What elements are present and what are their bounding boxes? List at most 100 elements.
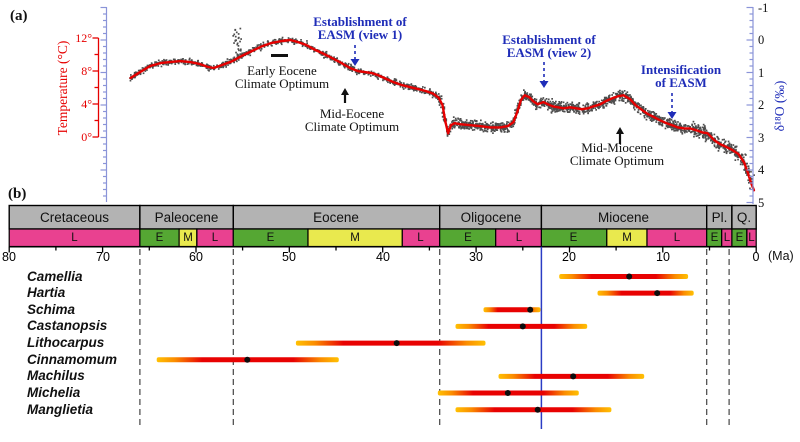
genus-label-Machilus: Machilus — [27, 368, 85, 383]
annotation-easm-view2-line2: EASM (view 2) — [506, 45, 592, 60]
temp-tick-label: 0° — [81, 130, 92, 144]
genus-label-Hartia: Hartia — [27, 285, 66, 300]
arrowhead-easm-intensification — [667, 112, 677, 119]
epoch-label: E — [155, 232, 164, 244]
genus-label-Manglietia: Manglietia — [27, 402, 94, 417]
ma-tick-label: 20 — [562, 250, 576, 264]
d18o-tick-label: 2 — [758, 98, 765, 112]
annotation-meco-line2: Climate Optimum — [304, 119, 400, 134]
ma-unit-label: (Ma) — [768, 249, 794, 263]
ma-tick-label: 80 — [2, 250, 16, 264]
annotation-mmco: Mid-Miocene Climate Optimum — [570, 141, 664, 167]
epoch-label: L — [417, 232, 424, 244]
period-label: Cretaceous — [39, 210, 110, 225]
period-label: Eocene — [313, 210, 359, 225]
d18o-axis-title: δ¹⁸O (‰) — [772, 80, 787, 132]
temperature-axis — [92, 37, 100, 138]
epoch-label: L — [723, 232, 731, 244]
annotation-mmco-line1: Mid-Miocene — [581, 140, 653, 155]
d18o-tick-label: 0 — [758, 33, 765, 47]
mean-age-dot-Hartia — [654, 290, 661, 297]
mean-age-dot-Lithocarpus — [393, 340, 400, 347]
epoch-label: E — [464, 232, 472, 244]
arrowhead-easm-view1 — [350, 59, 360, 66]
epoch-label: E — [735, 232, 744, 244]
period-label: Paleocene — [154, 210, 219, 225]
d18o-axis-left — [100, 6, 108, 202]
period-label: Oligocene — [460, 210, 522, 225]
mean-age-dot-Schima — [527, 306, 534, 313]
arrowhead-mmco — [616, 127, 624, 134]
divergence-bar-Camellia — [559, 274, 689, 279]
epoch-label: L — [515, 232, 523, 244]
d18o-tick-label: 1 — [758, 66, 765, 80]
arrowhead-meco — [341, 88, 349, 95]
d18o-tick-label: 4 — [758, 163, 765, 177]
temp-tick-label: 4° — [81, 97, 92, 111]
mean-age-dot-Castanopsis — [519, 323, 526, 330]
epoch-label: L — [748, 232, 755, 244]
annotation-meco-line1: Mid-Eocene — [319, 106, 385, 121]
mean-age-dot-Michelia — [504, 390, 511, 396]
genus-label-Cinnamomum: Cinnamomum — [27, 352, 118, 367]
annotation-eeco: Early Eocene Climate Optimum — [235, 64, 329, 90]
ma-tick-label: 30 — [469, 250, 483, 264]
mean-age-dot-Cinnamomum — [244, 356, 251, 363]
d18o-smoothed-curve — [129, 38, 756, 192]
duration-bar-eeco — [271, 54, 288, 57]
arrowhead-easm-view2 — [539, 81, 549, 88]
annotation-easm-intensification: Intensification of EASM — [641, 63, 721, 89]
divergence-bar-Lithocarpus — [295, 340, 486, 346]
mean-age-dot-Manglietia — [534, 406, 541, 413]
d18o-axis-right — [746, 6, 754, 204]
d18o-tick-label: 5 — [758, 196, 765, 210]
annotation-easm-intensification-line2: of EASM — [655, 75, 707, 90]
genus-label-Michelia: Michelia — [27, 385, 81, 400]
genus-label-Lithocarpus: Lithocarpus — [27, 335, 105, 350]
epoch-label: M — [622, 232, 632, 244]
annotation-eeco-line2: Climate Optimum — [234, 76, 330, 91]
annotation-eeco-line1: Early Eocene — [247, 63, 317, 78]
epoch-label: L — [71, 232, 78, 244]
d18o-tick-label: 3 — [758, 131, 765, 145]
epoch-label: M — [183, 232, 193, 244]
ma-tick-label: 0 — [752, 250, 760, 264]
epoch-label: E — [569, 232, 578, 244]
mean-age-dot-Machilus — [570, 373, 577, 380]
annotation-easm-view2-line1: Establishment of — [502, 32, 596, 47]
period-label: Miocene — [597, 210, 650, 225]
temp-tick-label: 12° — [75, 31, 92, 45]
divergence-bar-Schima — [483, 307, 541, 313]
annotation-easm-view1: Establishment of EASM (view 1) — [313, 15, 407, 41]
epoch-label: M — [350, 232, 360, 244]
annotation-meco: Mid-Eocene Climate Optimum — [305, 107, 399, 133]
genus-label-Schima: Schima — [27, 302, 76, 317]
panel-a-label: (a) — [10, 8, 28, 24]
ma-tick-label: 10 — [656, 250, 670, 264]
period-label: Pl. — [711, 210, 728, 225]
divergence-bar-Manglietia — [455, 407, 612, 413]
annotation-easm-view1-line1: Establishment of — [313, 14, 407, 29]
annotation-easm-intensification-line1: Intensification — [640, 62, 722, 77]
genus-label-Camellia: Camellia — [27, 269, 83, 284]
temp-tick-label: 8° — [81, 64, 92, 78]
annotation-easm-view2: Establishment of EASM (view 2) — [502, 33, 596, 59]
epoch-label: E — [710, 232, 719, 244]
epoch-label: E — [266, 232, 275, 244]
ma-tick-label: 50 — [282, 250, 296, 264]
period-label: Q. — [736, 210, 752, 225]
panel-b-label: (b) — [8, 186, 27, 202]
mean-age-dot-Camellia — [626, 273, 633, 280]
annotation-mmco-line2: Climate Optimum — [569, 153, 665, 168]
annotation-easm-view1-line2: EASM (view 1) — [317, 27, 403, 42]
genus-label-Castanopsis: Castanopsis — [27, 318, 108, 333]
ma-tick-label: 40 — [376, 250, 390, 264]
epoch-label: L — [211, 232, 219, 244]
temperature-axis-title: Temperature (°C) — [55, 40, 70, 136]
ma-tick-label: 60 — [189, 250, 203, 264]
d18o-tick-label: -1 — [758, 1, 769, 15]
ma-axis — [8, 246, 757, 253]
ma-tick-label: 70 — [96, 250, 110, 264]
